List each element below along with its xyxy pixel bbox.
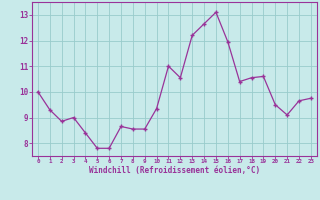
X-axis label: Windchill (Refroidissement éolien,°C): Windchill (Refroidissement éolien,°C) xyxy=(89,166,260,175)
